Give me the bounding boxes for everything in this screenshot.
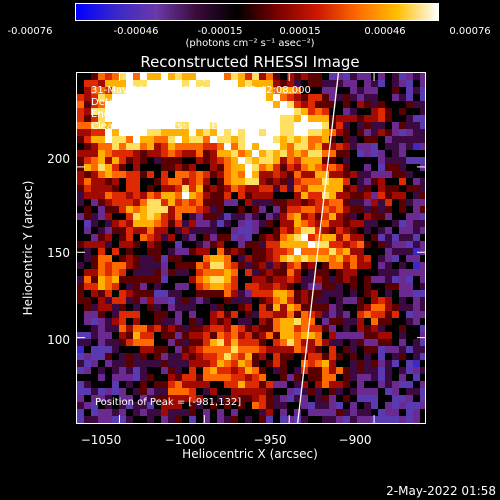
info-time-range: 31-May-2003 13:36:16.000 to 13:42:08.000: [91, 85, 311, 96]
plot-title: Reconstructed RHESSI Image: [140, 53, 360, 71]
map-plot-area: 31-May-2003 13:36:16.000 to 13:42:08.000…: [76, 72, 426, 424]
y-tick-label: 200: [47, 152, 70, 166]
colorbar-tick-label: -0.00046: [113, 26, 159, 37]
colorbar-tick-label: 0.00015: [279, 26, 321, 37]
colorbar-units: (photons cm⁻² s⁻¹ asec⁻²): [185, 38, 315, 49]
y-tick-label: 150: [47, 246, 70, 260]
colorbar-tick-label: 0.00046: [364, 26, 406, 37]
datestamp: 2-May-2022 01:58: [386, 484, 496, 498]
colorbar-tick-label: -0.00076: [7, 26, 53, 37]
info-total-counts: Clean Total counts: 5.82E+03: [91, 121, 239, 132]
colorbar-tick-label: 0.00076: [449, 26, 491, 37]
x-tick-label: −950: [253, 433, 287, 447]
info-energy-range: Energy Range: 12.0 - 25.0 keV: [91, 109, 244, 120]
x-tick-label: −900: [338, 433, 372, 447]
info-detectors: Detectors: 3F 4F 5F 6F 7F 8F, Att 0: [91, 97, 266, 108]
y-axis-label: Heliocentric Y (arcsec): [21, 180, 35, 316]
x-axis-label: Heliocentric X (arcsec): [182, 447, 318, 461]
axis-tick-marks: [77, 73, 425, 423]
x-tick-label: −1000: [164, 433, 206, 447]
y-tick-label: 100: [47, 333, 70, 347]
colorbar-tick-label: -0.00015: [197, 26, 243, 37]
solar-limb-line: [297, 73, 340, 423]
rhessi-image: [77, 73, 425, 423]
x-tick-label: −1050: [80, 433, 122, 447]
peak-position-label: Position of Peak = [-981,132]: [95, 397, 242, 408]
pixel-grid: [77, 73, 425, 423]
colorbar: [75, 3, 439, 21]
